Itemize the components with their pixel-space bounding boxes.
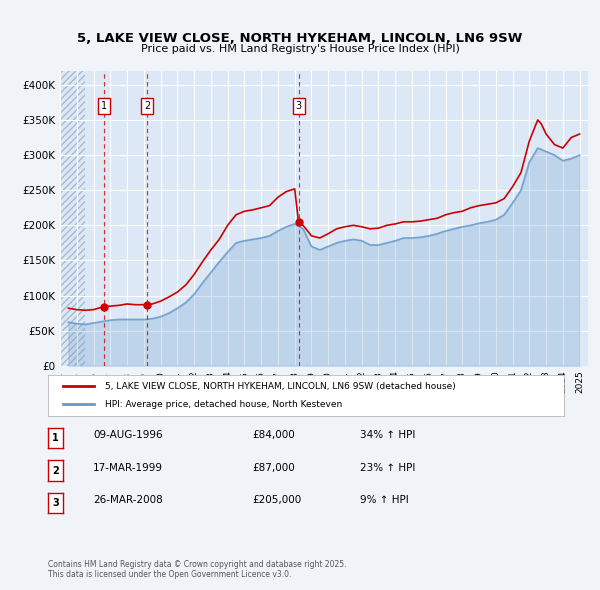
Text: HPI: Average price, detached house, North Kesteven: HPI: Average price, detached house, Nort… — [105, 400, 342, 409]
Text: £205,000: £205,000 — [252, 495, 301, 505]
Text: 9% ↑ HPI: 9% ↑ HPI — [360, 495, 409, 505]
Text: 34% ↑ HPI: 34% ↑ HPI — [360, 430, 415, 440]
Text: 2: 2 — [144, 101, 150, 111]
Text: 3: 3 — [295, 101, 302, 111]
Text: 5, LAKE VIEW CLOSE, NORTH HYKEHAM, LINCOLN, LN6 9SW: 5, LAKE VIEW CLOSE, NORTH HYKEHAM, LINCO… — [77, 32, 523, 45]
Text: £87,000: £87,000 — [252, 463, 295, 473]
Text: Contains HM Land Registry data © Crown copyright and database right 2025.
This d: Contains HM Land Registry data © Crown c… — [48, 560, 347, 579]
Text: 23% ↑ HPI: 23% ↑ HPI — [360, 463, 415, 473]
Text: 17-MAR-1999: 17-MAR-1999 — [93, 463, 163, 473]
Text: 3: 3 — [52, 498, 59, 508]
Text: 26-MAR-2008: 26-MAR-2008 — [93, 495, 163, 505]
Text: 1: 1 — [52, 433, 59, 443]
Text: Price paid vs. HM Land Registry's House Price Index (HPI): Price paid vs. HM Land Registry's House … — [140, 44, 460, 54]
Text: 1: 1 — [101, 101, 107, 111]
Text: 5, LAKE VIEW CLOSE, NORTH HYKEHAM, LINCOLN, LN6 9SW (detached house): 5, LAKE VIEW CLOSE, NORTH HYKEHAM, LINCO… — [105, 382, 455, 391]
Text: 2: 2 — [52, 466, 59, 476]
Text: £84,000: £84,000 — [252, 430, 295, 440]
Bar — [60, 71, 85, 366]
Text: 09-AUG-1996: 09-AUG-1996 — [93, 430, 163, 440]
